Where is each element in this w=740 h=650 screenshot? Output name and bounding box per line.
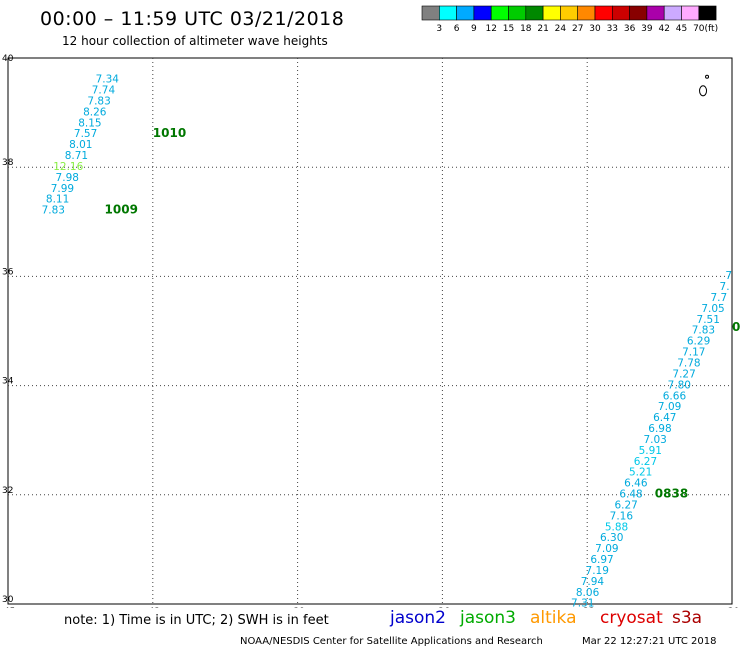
pass-time-label: 0 [732, 320, 740, 334]
satellite-legend-s3a: s3a [672, 608, 703, 628]
satellite-legend-jason2: jason2 [390, 608, 446, 628]
longitude-tick-label: -30 [725, 607, 740, 608]
wave-height-value: 5.88 [605, 521, 628, 533]
map-frame [7, 57, 733, 605]
altimeter-map: -45-42-39-36-33-304038363432307.347.747.… [1, 54, 740, 608]
longitude-tick-label: -39 [290, 607, 305, 608]
wave-height-value: 7.80 [668, 379, 691, 391]
wave-height-value: 6.97 [590, 554, 613, 566]
wave-height-value: 12.16 [53, 161, 83, 173]
wave-height-value: 7.57 [74, 128, 97, 140]
longitude-tick-label: -45 [1, 607, 16, 608]
altimeter-track-b: 77.7.77.057.517.836.297.177.787.277.806.… [571, 270, 740, 608]
wave-height-value: 6.48 [619, 489, 642, 501]
colorbar-tick-label: 9 [471, 24, 477, 34]
latitude-tick-label: 34 [2, 377, 14, 387]
wave-height-value: 8.71 [65, 150, 88, 162]
colorbar-tick-label: 30 [589, 24, 601, 34]
pass-time-label: 1009 [105, 203, 138, 217]
latitude-tick-label: 32 [2, 486, 13, 496]
island-outline [699, 85, 708, 97]
wave-height-value: 8.01 [69, 139, 92, 151]
wave-height-value: 6.29 [687, 336, 710, 348]
wave-height-colorbar: 3 6 9 12 15 18 21 24 27 30 33 36 39 42 45 70 (ft) [421, 5, 719, 34]
wave-height-value: 7.7 [710, 292, 727, 304]
longitude-tick-label: -42 [145, 607, 160, 608]
colorbar-tick-label: 33 [607, 24, 618, 34]
longitude-tick-label: -36 [435, 607, 450, 608]
colorbar-tick-label: 42 [658, 24, 669, 34]
colorbar-tick-label: 45 [676, 24, 687, 34]
pass-time-label: 1010 [153, 126, 186, 140]
satellite-legend-altika: altika [530, 608, 577, 628]
page-title: 00:00 – 11:59 UTC 03/21/2018 [40, 8, 345, 30]
wave-height-value: 7.83 [87, 95, 110, 107]
colorbar-tick-label: 21 [537, 24, 548, 34]
wave-height-value: 7.78 [677, 357, 700, 369]
wave-height-value: 7.09 [595, 543, 618, 555]
wave-height-value: 6.27 [614, 499, 637, 511]
colorbar-tick-label: 18 [520, 24, 532, 34]
satellite-legend-jason3: jason3 [460, 608, 516, 628]
wave-height-value: 6.46 [624, 478, 648, 490]
wave-height-value: 6.47 [653, 412, 676, 424]
latitude-tick-label: 36 [2, 267, 14, 277]
credit-text: NOAA/NESDIS Center for Satellite Applica… [240, 636, 543, 647]
generated-timestamp: Mar 22 12:27:21 UTC 2018 [582, 636, 717, 647]
colorbar-tick-label: 6 [454, 24, 460, 34]
longitude-tick-label: -33 [580, 607, 595, 608]
footer-note: note: 1) Time is in UTC; 2) SWH is in fe… [64, 613, 329, 628]
pass-time-label: 0838 [655, 487, 688, 501]
page-subtitle: 12 hour collection of altimeter wave hei… [62, 34, 328, 48]
altimeter-track-a: 7.347.747.838.268.157.578.018.7112.167.9… [42, 74, 187, 217]
wave-height-value: 7.05 [701, 303, 724, 315]
latitude-tick-label: 30 [2, 595, 14, 605]
wave-height-value: 7.31 [571, 598, 594, 608]
wave-height-value: 7.51 [697, 314, 720, 326]
colorbar-swatch [698, 5, 717, 21]
wave-height-value: 7.98 [56, 172, 79, 184]
colorbar-unit: (ft) [705, 24, 719, 34]
wave-height-value: 5.21 [629, 467, 652, 479]
latitude-tick-label: 40 [2, 54, 14, 64]
wave-height-value: 8.11 [46, 194, 69, 206]
wave-height-value: 7.74 [92, 84, 116, 96]
islet-outline [705, 74, 710, 79]
wave-height-value: 7.94 [581, 576, 605, 588]
satellite-legend-cryosat: cryosat [600, 608, 663, 628]
wave-height-value: 6.30 [600, 532, 623, 544]
colorbar-tick-label: 24 [555, 24, 567, 34]
colorbar-tick-label: 12 [485, 24, 496, 34]
wave-height-value: 5.91 [639, 445, 662, 457]
wave-height-value: 6.66 [663, 390, 687, 402]
wave-height-value: 8.06 [576, 587, 600, 599]
colorbar-tick-label: 3 [436, 24, 442, 34]
colorbar-tick-label: 27 [572, 24, 583, 34]
wave-height-value: 6.27 [634, 456, 657, 468]
wave-height-value: 7.83 [42, 205, 65, 217]
colorbar-tick-label: 15 [503, 24, 514, 34]
wave-height-value: 7. [720, 281, 730, 293]
wave-height-value: 7.19 [586, 565, 609, 577]
colorbar-tick-label: 70 [693, 24, 705, 34]
wave-height-value: 6.98 [648, 423, 671, 435]
wave-height-value: 7.03 [643, 434, 666, 446]
wave-height-value: 7.34 [96, 74, 120, 86]
wave-height-value: 8.26 [83, 106, 107, 118]
colorbar-tick-label: 36 [624, 24, 636, 34]
wave-height-value: 7.16 [610, 510, 634, 522]
wave-height-value: 7.09 [658, 401, 681, 413]
wave-height-value: 7.17 [682, 347, 705, 359]
colorbar-tick-label: 39 [641, 24, 653, 34]
wave-height-value: 8.15 [78, 117, 101, 129]
wave-height-value: 7.83 [692, 325, 715, 337]
wave-height-value: 7.99 [51, 183, 74, 195]
wave-height-value: 7.27 [672, 368, 695, 380]
wave-height-value: 7 [725, 270, 732, 282]
latitude-tick-label: 38 [2, 158, 14, 168]
